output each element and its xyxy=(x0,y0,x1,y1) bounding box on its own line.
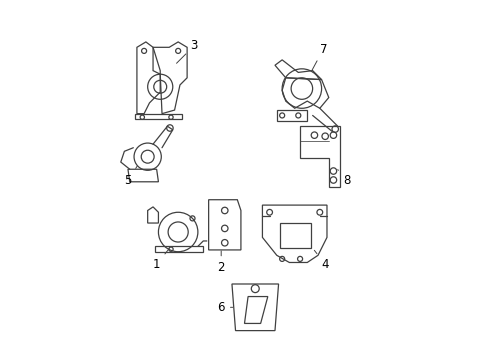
Text: 7: 7 xyxy=(311,42,326,70)
Text: 3: 3 xyxy=(176,39,198,63)
Text: 2: 2 xyxy=(217,251,224,274)
Text: 6: 6 xyxy=(217,301,232,314)
Text: 4: 4 xyxy=(314,250,328,271)
Text: 1: 1 xyxy=(153,248,169,271)
Text: 8: 8 xyxy=(337,170,350,186)
Text: 5: 5 xyxy=(124,166,137,186)
